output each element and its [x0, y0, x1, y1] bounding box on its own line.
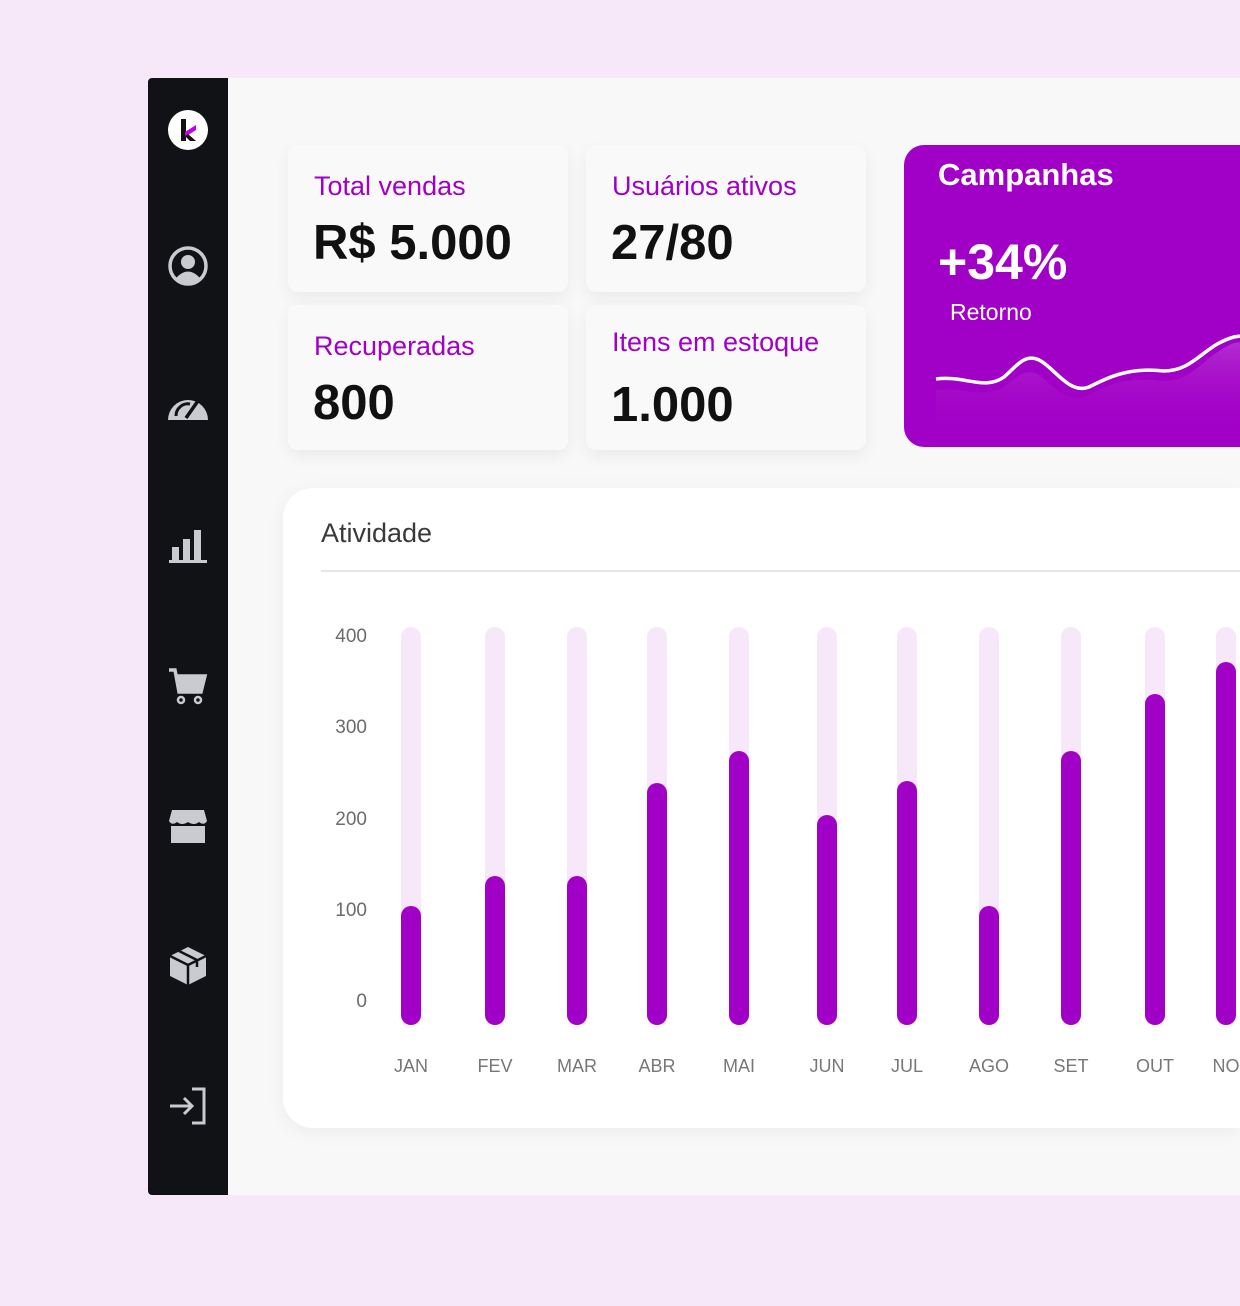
bar-ago[interactable] [979, 905, 999, 1025]
logout-icon[interactable] [166, 1084, 210, 1128]
bar-mar[interactable] [567, 875, 587, 1025]
user-circle-icon[interactable] [166, 244, 210, 288]
bar-abr[interactable] [647, 783, 667, 1025]
bar-jun[interactable] [817, 815, 837, 1025]
campaign-title: Campanhas [938, 157, 1114, 192]
divider [321, 570, 1240, 572]
bar-jul[interactable] [897, 781, 917, 1025]
bar-no[interactable] [1216, 661, 1236, 1025]
x-tick-label: MAI [722, 1056, 756, 1076]
y-tick-label: 200 [335, 808, 367, 830]
stat-card-total-vendas: Total vendas R$ 5.000 [288, 145, 568, 292]
x-tick-label: JUL [890, 1056, 924, 1076]
stat-card-usuarios-ativos: Usuários ativos 27/80 [586, 145, 866, 292]
campaign-card: Campanhas +34% Retorno [904, 145, 1240, 447]
y-tick-label: 100 [335, 899, 367, 921]
logo[interactable] [166, 108, 210, 152]
x-tick-label: NO [1212, 1056, 1240, 1076]
stat-value: 27/80 [611, 216, 734, 270]
stat-label: Recuperadas [314, 331, 475, 361]
x-tick-label: AGO [968, 1056, 1010, 1076]
cart-icon[interactable] [166, 664, 210, 708]
campaign-value: +34% [938, 234, 1068, 290]
stat-card-itens-estoque: Itens em estoque 1.000 [586, 305, 866, 450]
bar-out[interactable] [1145, 693, 1165, 1025]
campaign-subtitle: Retorno [950, 299, 1032, 325]
x-tick-label: JUN [809, 1056, 845, 1076]
package-icon[interactable] [166, 944, 210, 988]
x-tick-label: ABR [638, 1056, 676, 1076]
stat-value: 800 [313, 376, 395, 430]
app-window: Total vendas R$ 5.000 Usuários ativos 27… [148, 78, 1240, 1195]
stat-card-recuperadas: Recuperadas 800 [288, 305, 568, 450]
store-icon[interactable] [166, 804, 210, 848]
sidebar [148, 78, 228, 1195]
bar-chart-icon[interactable] [166, 524, 210, 568]
stat-value: 1.000 [611, 378, 734, 432]
x-tick-label: SET [1053, 1056, 1089, 1076]
bar-set[interactable] [1061, 751, 1081, 1025]
y-tick-label: 300 [335, 717, 367, 739]
stat-label: Usuários ativos [612, 171, 797, 201]
x-tick-label: JAN [393, 1056, 429, 1076]
y-tick-label: 0 [356, 991, 367, 1013]
bar-fev[interactable] [485, 875, 505, 1025]
campaign-sparkline [935, 334, 1240, 435]
stat-value: R$ 5.000 [313, 216, 512, 270]
y-tick-label: 400 [335, 626, 367, 647]
bar-mai[interactable] [729, 751, 749, 1025]
stat-label: Total vendas [314, 171, 466, 201]
activity-panel: Atividade 400 300 200 100 0 JAN FEV MAR ABR MAI JU… [283, 488, 1240, 1128]
activity-title: Atividade [321, 518, 433, 548]
x-tick-label: OUT [1136, 1056, 1174, 1076]
speedometer-icon[interactable] [166, 384, 210, 428]
x-tick-label: FEV [477, 1056, 513, 1076]
stat-label: Itens em estoque [612, 327, 820, 357]
bar-jan[interactable] [401, 905, 421, 1025]
x-tick-label: MAR [557, 1056, 597, 1076]
